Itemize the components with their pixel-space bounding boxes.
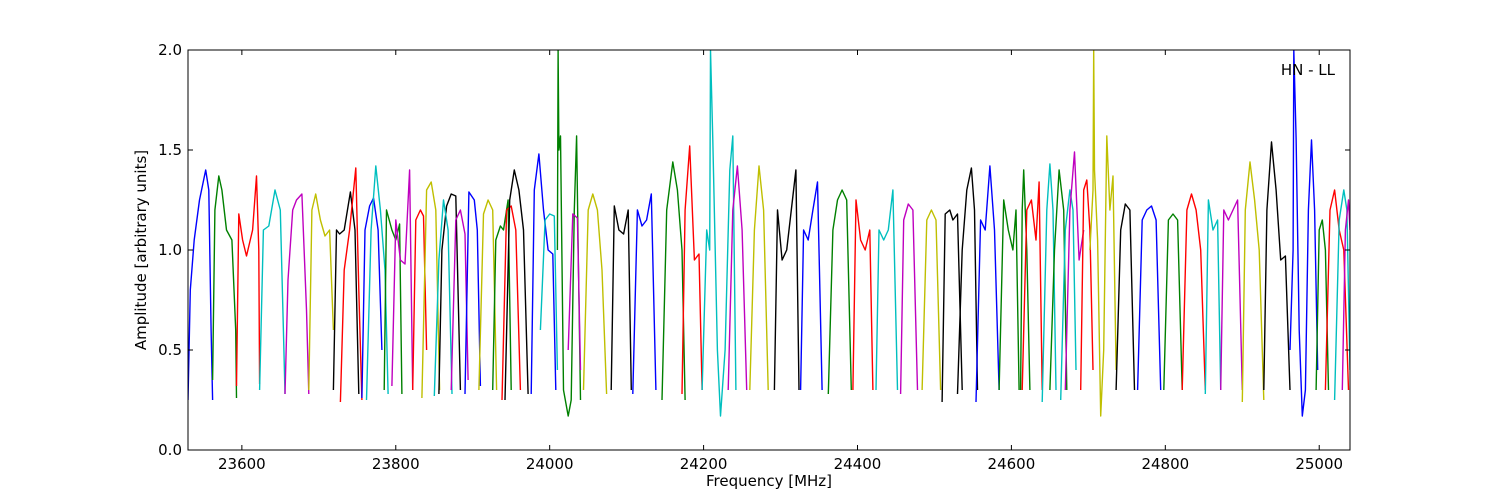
series-line-45	[1019, 169, 1031, 391]
series-line-20	[501, 205, 522, 401]
series-line-40	[921, 209, 942, 391]
series-line-65	[1341, 199, 1350, 391]
series-line-6	[332, 191, 360, 395]
series-line-58	[1220, 199, 1243, 391]
series-line-38	[875, 189, 899, 391]
series-line-52	[1089, 50, 1117, 417]
series-line-53	[1115, 203, 1136, 391]
series-line-16	[450, 209, 469, 391]
series-line-44	[998, 199, 1020, 391]
series-line-50	[1064, 151, 1085, 391]
series-line-49	[1060, 189, 1077, 401]
series-line-5	[308, 193, 335, 391]
series-line-0	[188, 169, 214, 401]
series-line-21	[504, 169, 529, 401]
series-line-62	[1315, 219, 1330, 391]
series-line-11	[391, 169, 414, 391]
series-line-57	[1204, 199, 1222, 395]
series-line-23	[539, 213, 559, 371]
series-layer	[188, 50, 1350, 417]
series-line-36	[827, 189, 852, 395]
series-line-46	[1021, 181, 1043, 391]
series-line-24	[556, 50, 582, 417]
x-tick-label: 24800	[1141, 455, 1189, 473]
series-line-3	[258, 189, 286, 395]
series-line-22	[530, 153, 557, 395]
y-tick-label: 1.0	[158, 241, 182, 259]
series-line-54	[1136, 205, 1162, 391]
x-tick-label: 23600	[218, 455, 266, 473]
x-tick-label: 24400	[834, 455, 882, 473]
series-line-32	[727, 165, 748, 391]
series-line-56	[1181, 193, 1206, 391]
y-tick-label: 1.5	[158, 141, 182, 159]
series-line-61	[1289, 50, 1319, 417]
series-line-18	[478, 199, 498, 391]
series-line-43	[975, 165, 1000, 403]
series-line-42	[956, 167, 979, 395]
x-tick-label: 24200	[680, 455, 728, 473]
series-line-15	[433, 199, 453, 397]
series-line-59	[1241, 161, 1265, 403]
series-line-33	[749, 165, 769, 391]
y-tick-label: 0.0	[158, 441, 182, 459]
series-line-14	[438, 193, 462, 395]
series-line-35	[799, 181, 823, 391]
y-tick-label: 2.0	[158, 41, 182, 59]
y-axis-label: Amplitude [arbitrary units]	[132, 150, 150, 350]
series-line-13	[421, 181, 441, 399]
x-tick-label: 24600	[988, 455, 1036, 473]
series-line-8	[361, 197, 383, 399]
series-line-28	[632, 193, 657, 395]
series-line-17	[464, 191, 482, 395]
x-tick-label: 23800	[372, 455, 420, 473]
series-line-37	[852, 199, 874, 391]
series-line-55	[1163, 213, 1183, 391]
series-line-41	[941, 209, 963, 403]
x-axis-label: Frequency [MHz]	[706, 472, 832, 490]
series-line-25	[567, 213, 582, 371]
series-line-27	[610, 205, 632, 391]
series-line-26	[582, 193, 608, 395]
ticks-layer: 23600 23800 24000 24200 24400 24600 24800 25000…	[158, 41, 1350, 473]
series-line-60	[1263, 141, 1291, 391]
series-line-51	[1080, 179, 1094, 391]
series-line-31	[701, 50, 737, 417]
x-tick-label: 25000	[1295, 455, 1343, 473]
series-line-30	[681, 145, 703, 395]
series-line-29	[661, 161, 686, 401]
series-line-39	[899, 203, 919, 395]
annotation-label: HN - LL	[1281, 61, 1336, 79]
series-line-7	[339, 167, 363, 403]
x-tick-label: 24000	[526, 455, 574, 473]
series-line-2	[235, 175, 261, 387]
series-line-1	[211, 175, 238, 399]
y-tick-label: 0.5	[158, 341, 182, 359]
series-line-34	[773, 169, 800, 391]
series-line-64	[1333, 189, 1350, 401]
series-line-4	[284, 193, 310, 395]
